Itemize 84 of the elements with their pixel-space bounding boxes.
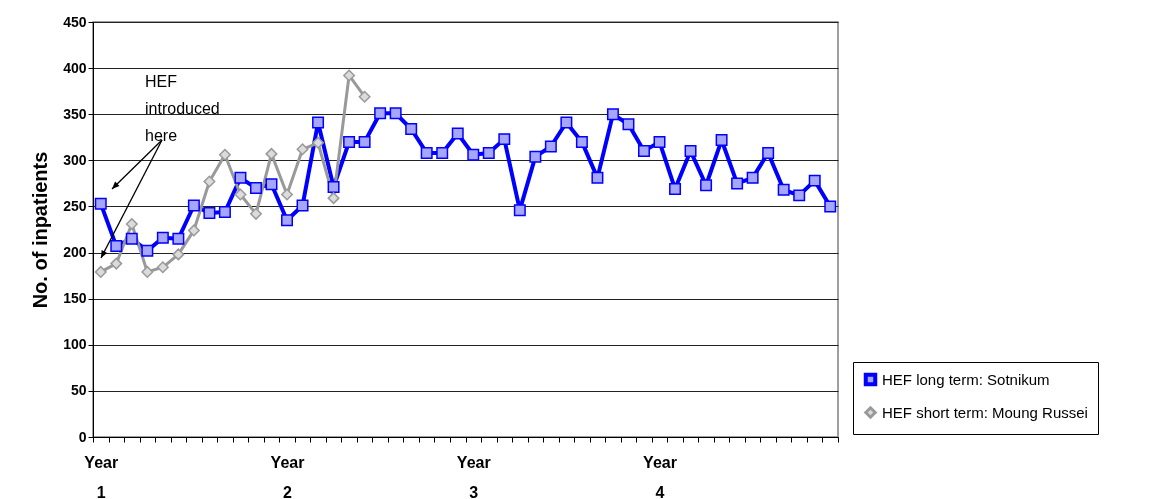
y-tick-label: 150 xyxy=(63,290,87,307)
point xyxy=(358,135,371,148)
legend-label: HEF short term: Moung Russei xyxy=(882,403,1088,421)
point xyxy=(451,127,464,140)
point xyxy=(94,197,107,210)
point xyxy=(249,182,262,194)
point xyxy=(265,178,278,191)
point xyxy=(312,116,325,129)
point xyxy=(808,174,821,187)
point xyxy=(265,147,278,160)
y-tick-label: 400 xyxy=(63,59,87,76)
point xyxy=(405,122,418,135)
point xyxy=(436,146,449,159)
y-axis-title: No. of inpatients xyxy=(29,151,52,309)
point xyxy=(544,140,557,153)
point xyxy=(793,189,806,202)
point xyxy=(281,214,293,227)
point xyxy=(296,143,309,156)
point xyxy=(824,200,837,213)
point xyxy=(684,145,697,158)
point xyxy=(762,146,775,159)
y-tick-label: 350 xyxy=(63,105,87,122)
y-tick-label: 50 xyxy=(70,382,87,399)
point xyxy=(234,171,247,184)
y-tick-label: 200 xyxy=(63,244,87,261)
point xyxy=(125,232,138,245)
point xyxy=(327,181,340,194)
point xyxy=(187,199,200,212)
point xyxy=(94,265,107,278)
point xyxy=(172,248,185,261)
point xyxy=(529,150,542,163)
y-tick-label: 100 xyxy=(63,336,87,353)
point xyxy=(513,204,526,217)
point xyxy=(746,171,759,184)
point xyxy=(110,257,123,270)
point xyxy=(622,118,635,131)
point xyxy=(715,134,728,147)
point xyxy=(343,135,356,148)
point xyxy=(218,148,231,161)
point xyxy=(374,107,387,120)
point xyxy=(669,182,682,195)
point xyxy=(203,175,216,188)
point xyxy=(187,224,200,237)
point xyxy=(141,244,154,257)
point xyxy=(156,231,169,244)
point xyxy=(281,188,293,201)
point xyxy=(327,192,340,205)
x-tick-label: Year 2 xyxy=(270,453,305,499)
point xyxy=(203,206,216,219)
x-tick-label: Year 1 xyxy=(84,453,119,499)
legend-label: HEF long term: Sotnikum xyxy=(882,370,1050,388)
point xyxy=(156,261,169,274)
point xyxy=(575,135,588,148)
point xyxy=(125,217,138,230)
y-tick-label: 300 xyxy=(63,151,87,168)
point xyxy=(343,69,356,82)
point xyxy=(312,136,325,149)
annotation: HEF introduced here xyxy=(145,73,220,144)
point xyxy=(653,135,666,148)
point xyxy=(777,183,790,196)
point xyxy=(110,240,123,253)
point xyxy=(389,107,402,120)
point xyxy=(482,146,495,159)
point xyxy=(731,177,744,190)
point xyxy=(218,205,231,218)
point xyxy=(249,207,262,220)
point xyxy=(591,171,604,184)
point xyxy=(296,199,309,212)
y-tick-label: 0 xyxy=(78,428,87,445)
point xyxy=(606,108,619,121)
point xyxy=(560,116,573,129)
point xyxy=(700,179,713,192)
y-tick-label: 450 xyxy=(63,13,87,30)
point xyxy=(358,90,371,103)
point xyxy=(638,145,650,158)
point xyxy=(234,188,247,201)
point xyxy=(172,232,185,245)
point xyxy=(467,148,480,161)
point xyxy=(141,265,154,278)
point xyxy=(420,146,433,159)
point xyxy=(498,133,511,146)
y-tick-label: 250 xyxy=(63,197,87,214)
x-tick-label: Year 3 xyxy=(456,453,491,499)
x-tick-label: Year 4 xyxy=(643,453,677,499)
